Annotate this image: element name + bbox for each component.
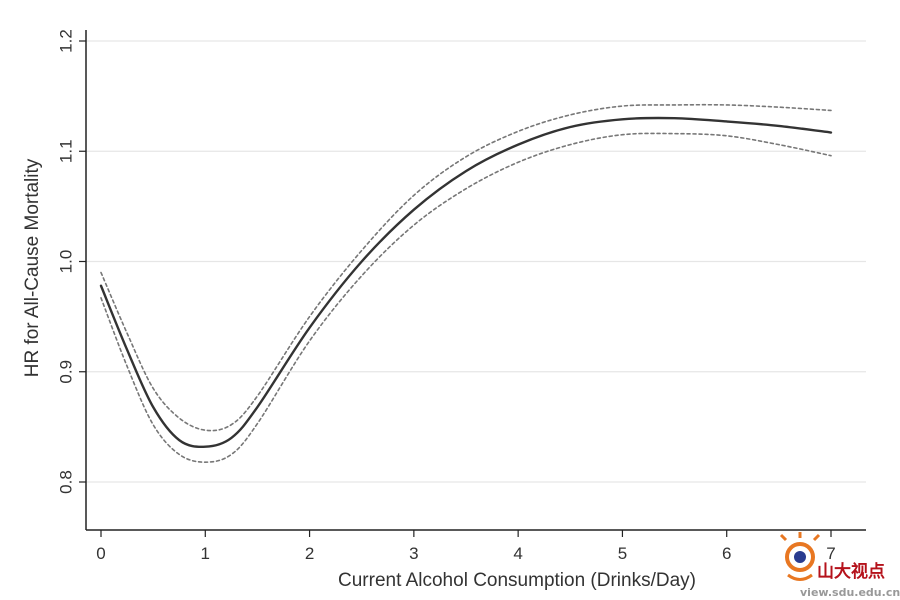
watermark-eye-icon <box>779 532 821 581</box>
y-tick-label: 1.1 <box>57 139 76 163</box>
y-tick-label: 0.9 <box>57 360 76 384</box>
x-tick-label: 5 <box>618 544 627 563</box>
x-tick-label: 0 <box>96 544 105 563</box>
series-line-estimate <box>99 116 833 449</box>
x-tick-label: 2 <box>305 544 314 563</box>
y-tick-label: 0.8 <box>57 470 76 494</box>
y-axis-title: HR for All-Cause Mortality <box>22 158 43 377</box>
x-tick-label: 7 <box>826 544 835 563</box>
x-axis-title: Current Alcohol Consumption (Drinks/Day) <box>338 570 696 591</box>
x-tick-label: 1 <box>201 544 210 563</box>
y-tick-label: 1.2 <box>57 29 76 53</box>
y-ticks: 0.8 0.9 1.0 1.1 1.2 <box>57 29 86 494</box>
watermark-url: view.sdu.edu.cn <box>800 586 900 599</box>
y-tick-label: 1.0 <box>57 250 76 274</box>
x-tick-label: 4 <box>513 544 522 563</box>
grid-lines <box>86 40 866 483</box>
series-group <box>99 103 833 463</box>
series-line-ci-1 <box>100 103 832 432</box>
x-ticks: 0 1 2 3 4 5 6 7 <box>96 530 836 563</box>
series-line-ci-2 <box>100 132 832 463</box>
x-tick-label: 6 <box>722 544 731 563</box>
x-tick-label: 3 <box>409 544 418 563</box>
axes <box>85 30 866 531</box>
watermark-logo: 山大视点 view.sdu.edu.cn <box>779 532 900 599</box>
watermark-text: 山大视点 <box>817 561 885 582</box>
